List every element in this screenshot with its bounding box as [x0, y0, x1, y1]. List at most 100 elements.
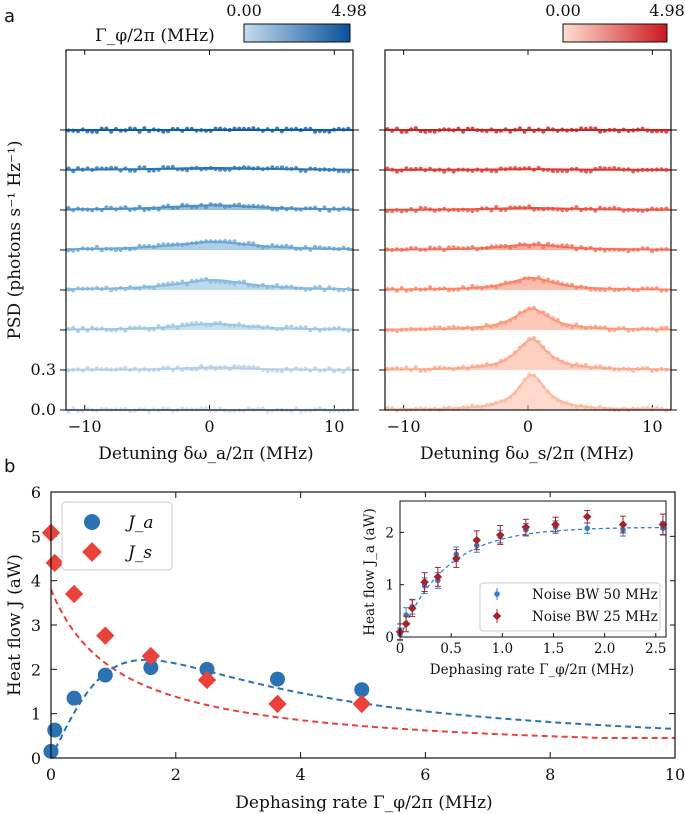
spectrum-fit-line	[385, 243, 671, 251]
js-point	[268, 694, 287, 714]
inset-frame	[399, 500, 667, 638]
x-tick-label: 6	[420, 765, 430, 784]
x-tick-label: −10	[68, 417, 102, 436]
y-tick-label: 3	[31, 616, 41, 635]
spectrum-fit-line	[385, 168, 671, 171]
panel-a-right-xlabel: Detuning δω_s/2π (MHz)	[420, 444, 634, 464]
spectrum-fit-line	[66, 204, 354, 211]
spectrum-fit-line	[385, 374, 671, 411]
x-tick-label: 10	[324, 417, 344, 436]
inset-legend: Noise BW 50 MHz Noise BW 25 MHz	[479, 582, 661, 632]
inset-x-tick-label: 2.5	[645, 641, 666, 657]
y-tick-label: 4	[31, 572, 41, 591]
inset-x-tick-label: 0	[396, 641, 405, 657]
ja-point	[66, 690, 82, 706]
panel-b-inset: 0 0.5 1.0 1.5 2.0 2.5 0 1 2	[385, 509, 668, 657]
panel-b-ylabel: Heat flow J (aW)	[5, 554, 25, 696]
colorbar-right-min: 0.00	[545, 1, 581, 20]
colorbar-left-min: 0.00	[226, 1, 262, 20]
spectrum-fit-line	[385, 277, 672, 291]
panel-label-b: b	[4, 456, 15, 477]
panel-b-frame	[50, 491, 676, 759]
x-tick-label: 0	[523, 417, 533, 436]
panel-a-ylabel: PSD (photons s⁻¹ Hz⁻¹)	[5, 140, 25, 339]
panel-a-right: −10 0 10	[379, 50, 677, 436]
inset-point-25	[420, 577, 429, 587]
inset-point-25	[496, 530, 505, 540]
inset-point-25	[551, 520, 560, 529]
panel-label-a: a	[4, 6, 15, 27]
spectrum-fit-line	[66, 366, 353, 371]
y-tick-label: 0	[31, 749, 41, 768]
inset-background	[378, 497, 670, 661]
colorbar-left-label: Γ_φ/2π (MHz)	[95, 26, 215, 46]
colorbar-right-max: 4.98	[649, 1, 685, 20]
spectrum-fit-line	[385, 207, 671, 211]
spectrum-fill	[385, 339, 671, 370]
inset-x-tick-label: 2.0	[594, 641, 615, 657]
panel-a-right-frame	[384, 49, 672, 411]
inset-point-25	[582, 512, 592, 521]
x-tick-label: 10	[642, 417, 662, 436]
panel-a-left: −10 0 10 0.0 0.3	[31, 50, 359, 436]
inset-legend-box	[479, 582, 661, 632]
inset-point-25	[658, 520, 668, 529]
y-tick-label: 0.3	[31, 360, 56, 379]
inset-fit-line	[399, 526, 664, 638]
legend-marker-ja	[84, 514, 100, 530]
ja-point	[97, 667, 113, 683]
inset-y-tick-label: 0	[385, 630, 394, 646]
inset-x-tick-label: 1.0	[492, 641, 513, 657]
inset-point-25	[452, 554, 461, 563]
ja-point	[270, 671, 286, 687]
js-point	[45, 553, 64, 573]
legend-label-ja: J_a	[125, 513, 153, 533]
y-tick-label: 0.0	[31, 400, 56, 419]
js-point	[64, 584, 84, 604]
x-tick-label: 8	[545, 765, 555, 784]
inset-legend-label-25: Noise BW 25 MHz	[532, 609, 658, 625]
panel-b-legend: J_a J_s	[61, 501, 173, 571]
js-point	[141, 646, 161, 666]
js-point	[197, 670, 217, 690]
spectrum-fill	[385, 278, 671, 290]
spectrum-fit-line	[385, 338, 671, 371]
panel-a-left-frame	[65, 49, 354, 411]
inset-y-tick-label: 1	[385, 578, 394, 594]
inset-point-25	[408, 603, 417, 613]
js-point	[352, 694, 371, 714]
legend-box	[61, 501, 173, 571]
y-tick-label: 5	[31, 527, 41, 546]
spectrum-fit-line	[66, 241, 353, 251]
ja-point	[143, 660, 159, 676]
inset-x-tick-label: 1.5	[543, 641, 564, 657]
spectrum-fit-line	[66, 279, 353, 291]
js-fit-line	[50, 589, 675, 739]
x-tick-label: 10	[665, 765, 685, 784]
colorbar-left-max: 4.98	[331, 1, 367, 20]
y-tick-label: 6	[31, 483, 41, 502]
ja-point	[47, 722, 63, 738]
ja-point	[354, 682, 370, 698]
colorbar-right	[562, 23, 668, 43]
inset-ylabel: Heat flow J_a (aW)	[362, 508, 378, 635]
inset-point-25	[618, 520, 628, 529]
inset-point-50	[584, 525, 591, 531]
inset-point-25	[521, 522, 531, 532]
ja-point	[199, 661, 215, 677]
x-tick-label: 0	[46, 765, 56, 784]
spectrum-fill	[66, 367, 353, 370]
x-tick-label: 0	[204, 417, 214, 436]
x-tick-label: −10	[387, 417, 421, 436]
js-point	[96, 626, 115, 645]
colorbar-left	[243, 23, 351, 43]
inset-point-25	[401, 619, 411, 629]
spectrum-fill	[385, 375, 671, 410]
spectrum-fit-line	[385, 307, 671, 331]
spectrum-fit-line	[66, 323, 353, 331]
y-tick-label: 1	[31, 705, 41, 724]
inset-legend-label-50: Noise BW 50 MHz	[532, 587, 658, 603]
spectrum-fill	[385, 308, 671, 330]
